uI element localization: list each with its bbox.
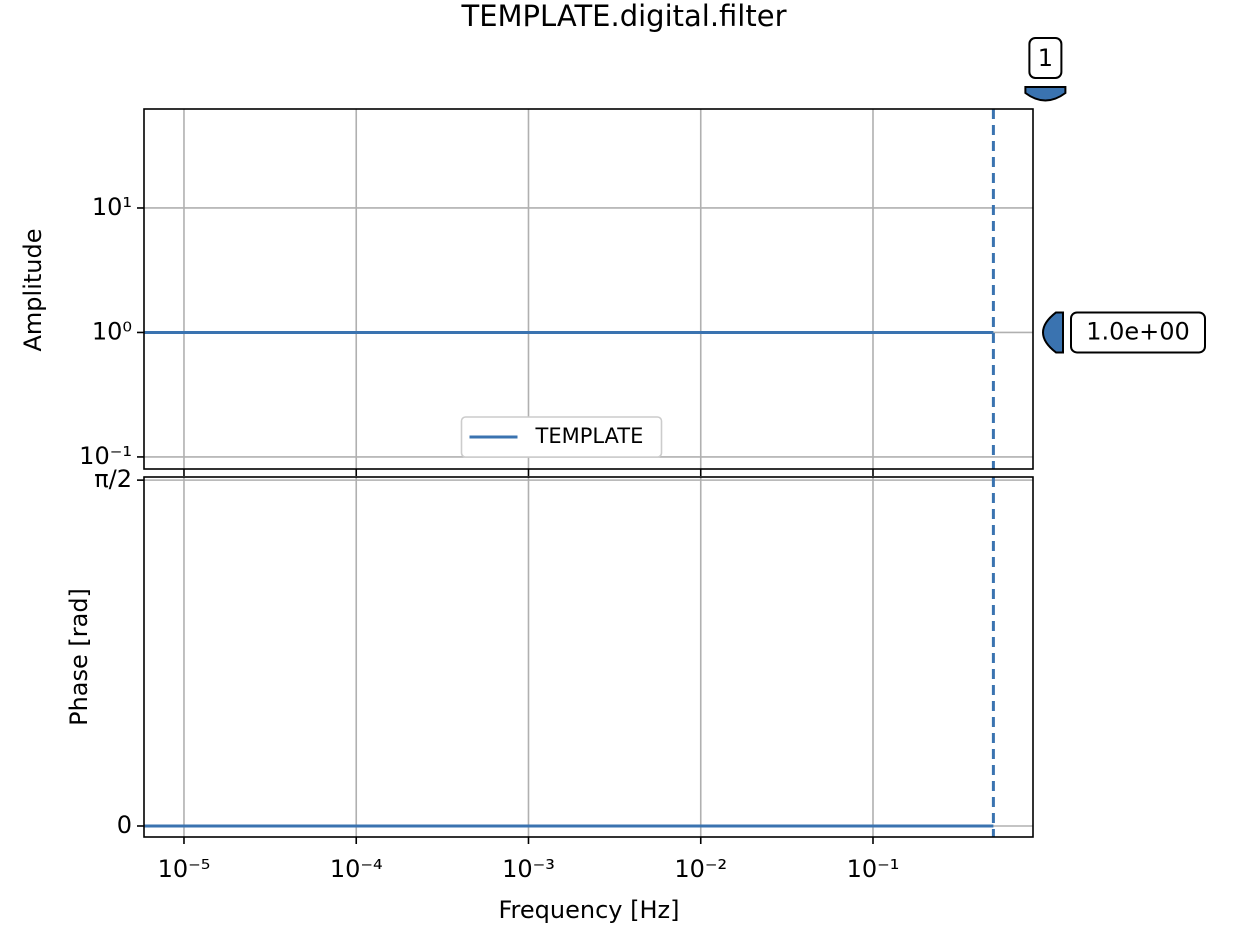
y-marker-label: 1.0e+00	[1086, 317, 1190, 345]
x-tick-label: 10⁻¹	[847, 855, 900, 883]
x-marker-box	[1028, 37, 1063, 79]
x-axis-label: Frequency [Hz]	[499, 896, 680, 924]
x-marker	[1024, 86, 1067, 102]
legend-box	[460, 416, 663, 458]
plot-background	[144, 477, 1033, 837]
x-tick-label: 10⁻²	[674, 855, 727, 883]
x-marker-label: 1	[1038, 44, 1053, 72]
x-tick-label: 10⁻⁴	[330, 855, 383, 883]
y-marker	[1042, 311, 1064, 354]
y-tick-label: 10¹	[92, 193, 132, 221]
y-tick-label: 10⁻¹	[79, 442, 132, 470]
x-tick-label: 10⁻³	[502, 855, 555, 883]
plot-background	[144, 109, 1033, 469]
legend: TEMPLATE	[460, 416, 663, 458]
y-tick-label: 0	[117, 811, 132, 839]
y-tick-label: 10⁰	[92, 317, 132, 345]
y-axis-label: Amplitude	[19, 229, 47, 352]
y-tick-label: π/2	[94, 465, 132, 493]
plot-frame	[143, 476, 1034, 838]
y-marker-box	[1070, 311, 1206, 354]
legend-label: TEMPLATE	[535, 424, 644, 448]
plot-frame	[143, 108, 1034, 470]
x-tick-label: 10⁻⁵	[158, 855, 211, 883]
y-axis-label: Phase [rad]	[65, 588, 93, 726]
chart-title: TEMPLATE.digital.filter	[460, 0, 786, 33]
